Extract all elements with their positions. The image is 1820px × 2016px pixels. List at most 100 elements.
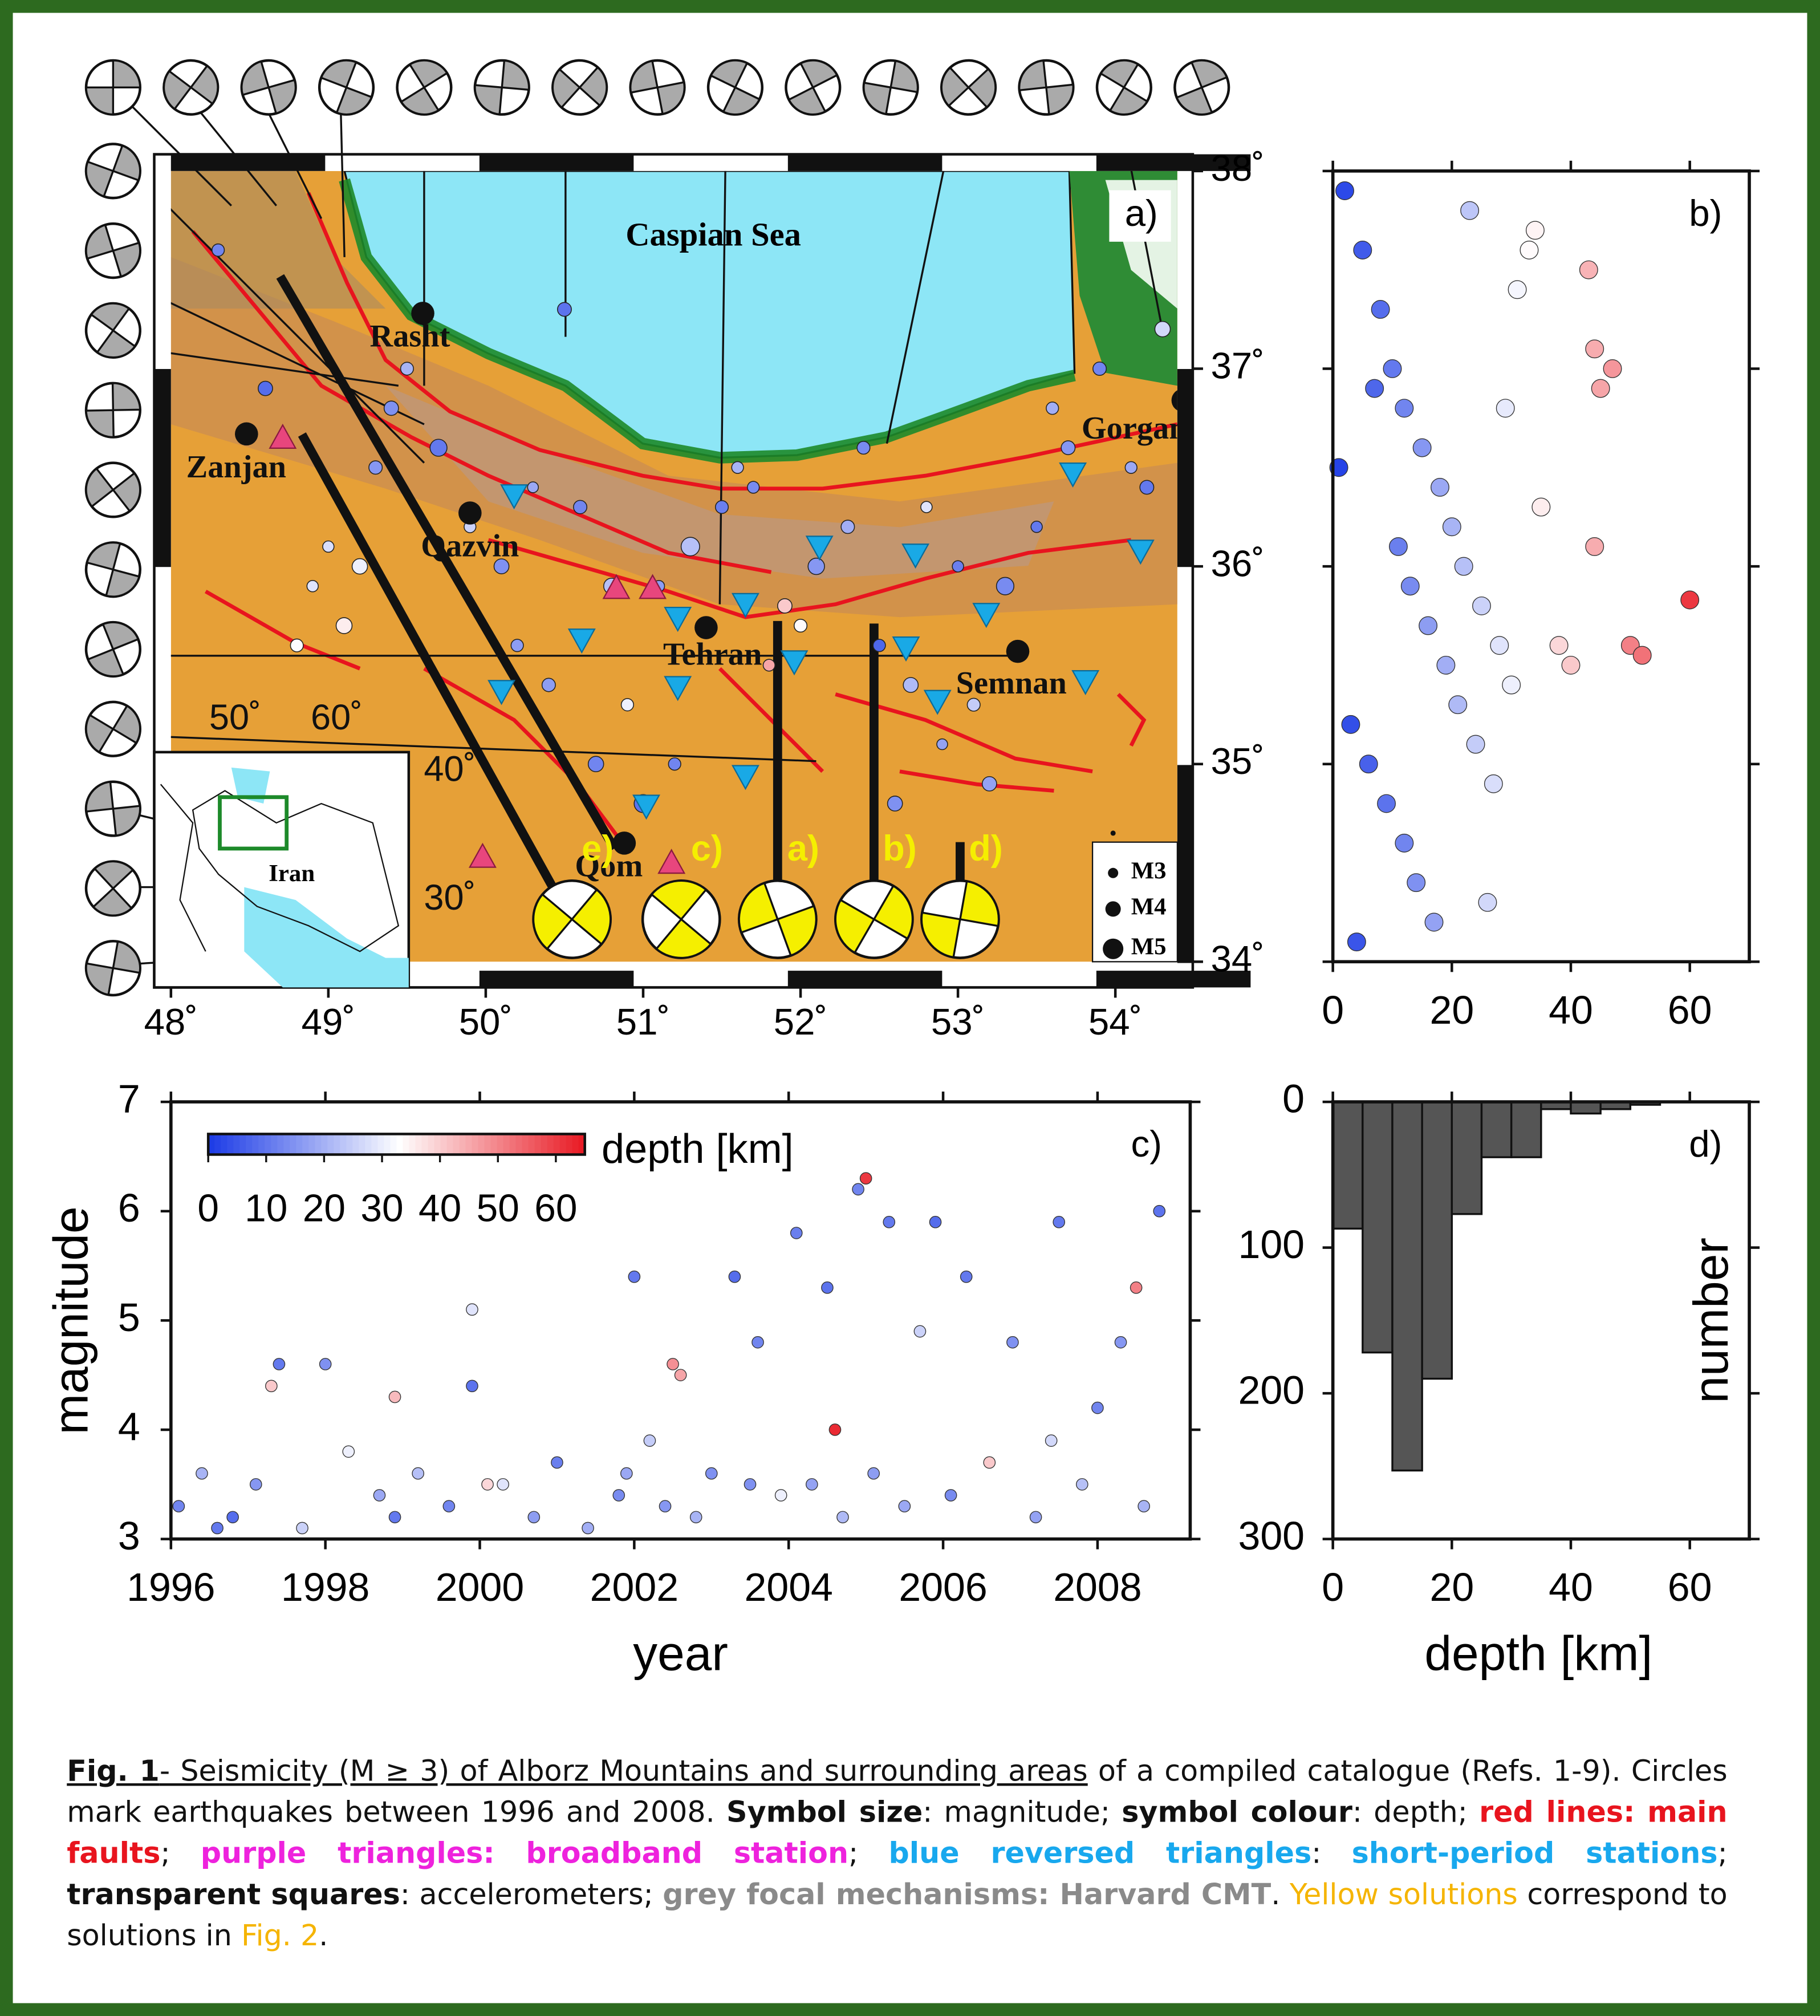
earthquake [1419,616,1438,635]
colorbar-segment [252,1134,259,1155]
focal-mechanism [940,59,997,116]
colorbar-segment [421,1134,429,1155]
x-tick-label: 0 [1322,1565,1344,1609]
x-tick-label: 1998 [281,1565,369,1609]
focal-mechanism-quadrant [90,302,137,359]
frame-segment [1177,369,1193,567]
earthquake [793,619,808,633]
inset-lon-label: 50˚ [209,697,261,737]
caption-text: : magnitude; [923,1796,1122,1830]
focal-mechanism-quadrant [162,64,219,111]
colorbar-segment [327,1134,335,1155]
legend-marker [1103,938,1124,959]
solution-label: d) [969,829,1003,869]
focal-mechanism-quadrant [551,66,608,109]
earthquake [1407,873,1426,893]
earthquake [383,400,399,416]
focal-mechanism [84,541,141,598]
colorbar-segment [428,1134,435,1155]
caption-term: grey focal mechanisms: Harvard CMT [663,1878,1271,1912]
focal-mechanism [1095,59,1152,116]
focal-mechanism [1018,59,1075,116]
focal-mechanism-quadrant [85,704,141,754]
colorbar-segment [283,1134,291,1155]
focal-mechanism [240,59,297,116]
colorbar-segment [277,1134,285,1155]
earthquake [211,1522,224,1535]
earthquake [983,1456,996,1469]
short-period-station [923,689,952,715]
y-tick-label: 37˚ [1210,345,1264,387]
colorbar-segment [440,1134,448,1155]
earthquake [400,362,414,376]
histogram-bar [1480,1101,1513,1158]
short-period-station [780,650,809,676]
earthquake [226,1511,239,1524]
earthquake [249,1478,262,1491]
caption-figure-ref: Fig. 1 [67,1755,160,1788]
broadband-station [602,574,631,599]
colorbar-segment [390,1134,397,1155]
short-period-station [731,593,759,618]
map-layer: Caspian Sea Rasht Zanjan Qazvin Tehran Semnan… [186,216,1187,883]
caption-term: purple triangles: broadband station [200,1837,849,1871]
colorbar-tick-label: 40 [419,1187,461,1230]
city-label: Gorgan [1082,411,1187,446]
earthquake [582,1522,594,1535]
histogram-bar [1331,1101,1364,1230]
colorbar-segment [246,1134,253,1155]
colorbar-segment [415,1134,422,1155]
caption-text: : accelerometers; [400,1878,663,1912]
caption-text: . [1271,1878,1290,1912]
earthquake [551,1456,563,1469]
y-tick-label: 100 [1238,1222,1305,1267]
focal-mechanism-quadrant [787,59,839,116]
earthquake [872,639,886,652]
x-tick-label: 2006 [899,1565,987,1609]
earthquake [920,501,933,513]
broadband-station [657,849,686,874]
histogram-bar [1570,1101,1602,1115]
focal-mechanism [84,700,141,757]
histogram-bar [1451,1101,1483,1215]
focal-mechanism-quadrant [92,860,135,916]
colorbar-segment [534,1134,542,1155]
short-period-station [1059,463,1087,488]
earthquake [212,243,225,257]
city-marker [235,422,258,446]
earthquake [828,1423,842,1436]
earthquake [667,1358,679,1370]
colorbar-segment [434,1134,441,1155]
earthquake [1460,201,1480,220]
earthquake [960,1270,973,1283]
earthquake [466,1303,478,1316]
earthquake [1124,461,1138,474]
colorbar-segment [258,1134,266,1155]
caption-text: of a compiled catalogue (Refs. 1-9). Cir… [67,1755,1728,1830]
focal-mechanism [629,59,686,116]
x-tick-label: 48˚ [144,1001,198,1043]
earthquake [731,461,744,474]
panel-label: c) [1131,1123,1162,1165]
short-period-station [567,628,596,654]
colorbar-segment [484,1134,491,1155]
earthquake [714,500,729,514]
earthquake [1359,755,1378,774]
earthquake [196,1467,208,1480]
short-period-station [664,676,692,701]
y-tick-label: 38˚ [1210,147,1264,189]
earthquake [680,537,700,557]
earthquake [1632,646,1652,665]
colorbar-segment [465,1134,473,1155]
colorbar-segment [271,1134,278,1155]
focal-mechanism-quadrant [241,60,297,115]
earthquake [351,558,368,575]
focal-mechanism-quadrant [1175,59,1228,116]
earthquake [1448,695,1468,715]
earthquake [541,678,556,692]
earthquake [342,1445,355,1458]
colorbar-segment [541,1134,548,1155]
y-tick-label: 4 [118,1404,140,1449]
focal-mechanism [834,879,914,959]
focal-mechanism-quadrant [1018,59,1074,116]
